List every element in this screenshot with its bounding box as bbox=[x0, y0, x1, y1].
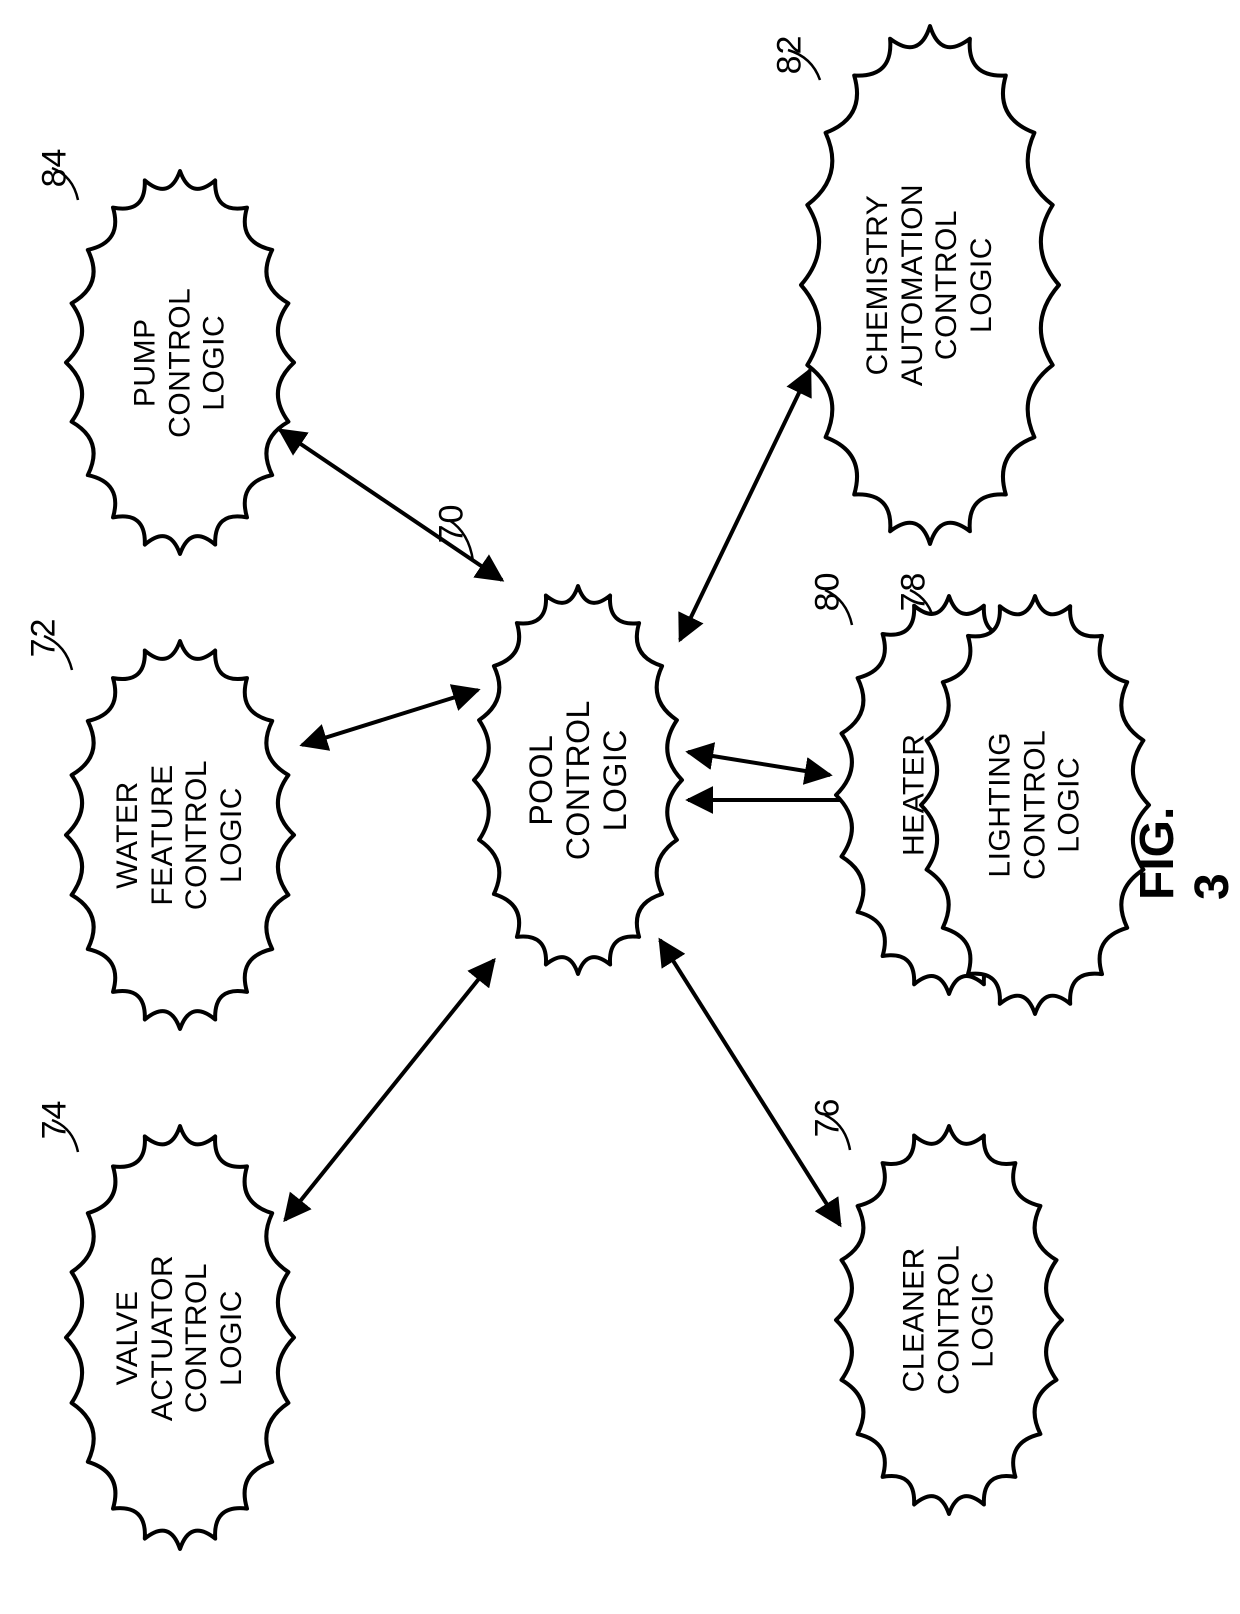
ref-number-78: 78 bbox=[894, 572, 933, 612]
ref-number-82: 82 bbox=[770, 35, 809, 75]
cloud-node-n82: CHEMISTRY AUTOMATION CONTROL LOGIC bbox=[795, 20, 1065, 550]
cloud-label: POOL CONTROL LOGIC bbox=[523, 670, 633, 890]
ref-number-72: 72 bbox=[24, 618, 63, 658]
cloud-node-n78: LIGHTING CONTROL LOGIC bbox=[915, 590, 1155, 1020]
ref-number-84: 84 bbox=[35, 148, 74, 188]
edge bbox=[302, 690, 478, 745]
edge bbox=[285, 960, 494, 1220]
cloud-label: CHEMISTRY AUTOMATION CONTROL LOGIC bbox=[861, 150, 999, 420]
edge bbox=[660, 940, 840, 1225]
edge bbox=[680, 370, 810, 640]
cloud-node-n74: VALVE ACTUATOR CONTROL LOGIC bbox=[60, 1120, 300, 1555]
ref-number-80: 80 bbox=[808, 572, 847, 612]
cloud-label: WATER FEATURE CONTROL LOGIC bbox=[111, 715, 249, 955]
cloud-label: CLEANER CONTROL LOGIC bbox=[897, 1201, 1001, 1439]
cloud-node-n72: WATER FEATURE CONTROL LOGIC bbox=[60, 635, 300, 1035]
cloud-label: PUMP CONTROL LOGIC bbox=[128, 243, 232, 483]
ref-number-76: 76 bbox=[808, 1098, 847, 1138]
cloud-node-center: POOL CONTROL LOGIC bbox=[468, 580, 688, 980]
diagram-canvas: POOL CONTROL LOGIC 70 PUMP CONTROL LOGIC 84… bbox=[0, 0, 1240, 1614]
figure-label: FIG. 3 bbox=[1130, 790, 1240, 900]
cloud-node-n84: PUMP CONTROL LOGIC bbox=[60, 165, 300, 560]
edge bbox=[688, 752, 830, 775]
cloud-label: LIGHTING CONTROL LOGIC bbox=[983, 685, 1087, 925]
cloud-label: VALVE ACTUATOR CONTROL LOGIC bbox=[111, 1218, 249, 1458]
ref-number-70: 70 bbox=[432, 504, 471, 544]
cloud-node-n76: CLEANER CONTROL LOGIC bbox=[830, 1120, 1068, 1520]
ref-number-74: 74 bbox=[35, 1100, 74, 1140]
